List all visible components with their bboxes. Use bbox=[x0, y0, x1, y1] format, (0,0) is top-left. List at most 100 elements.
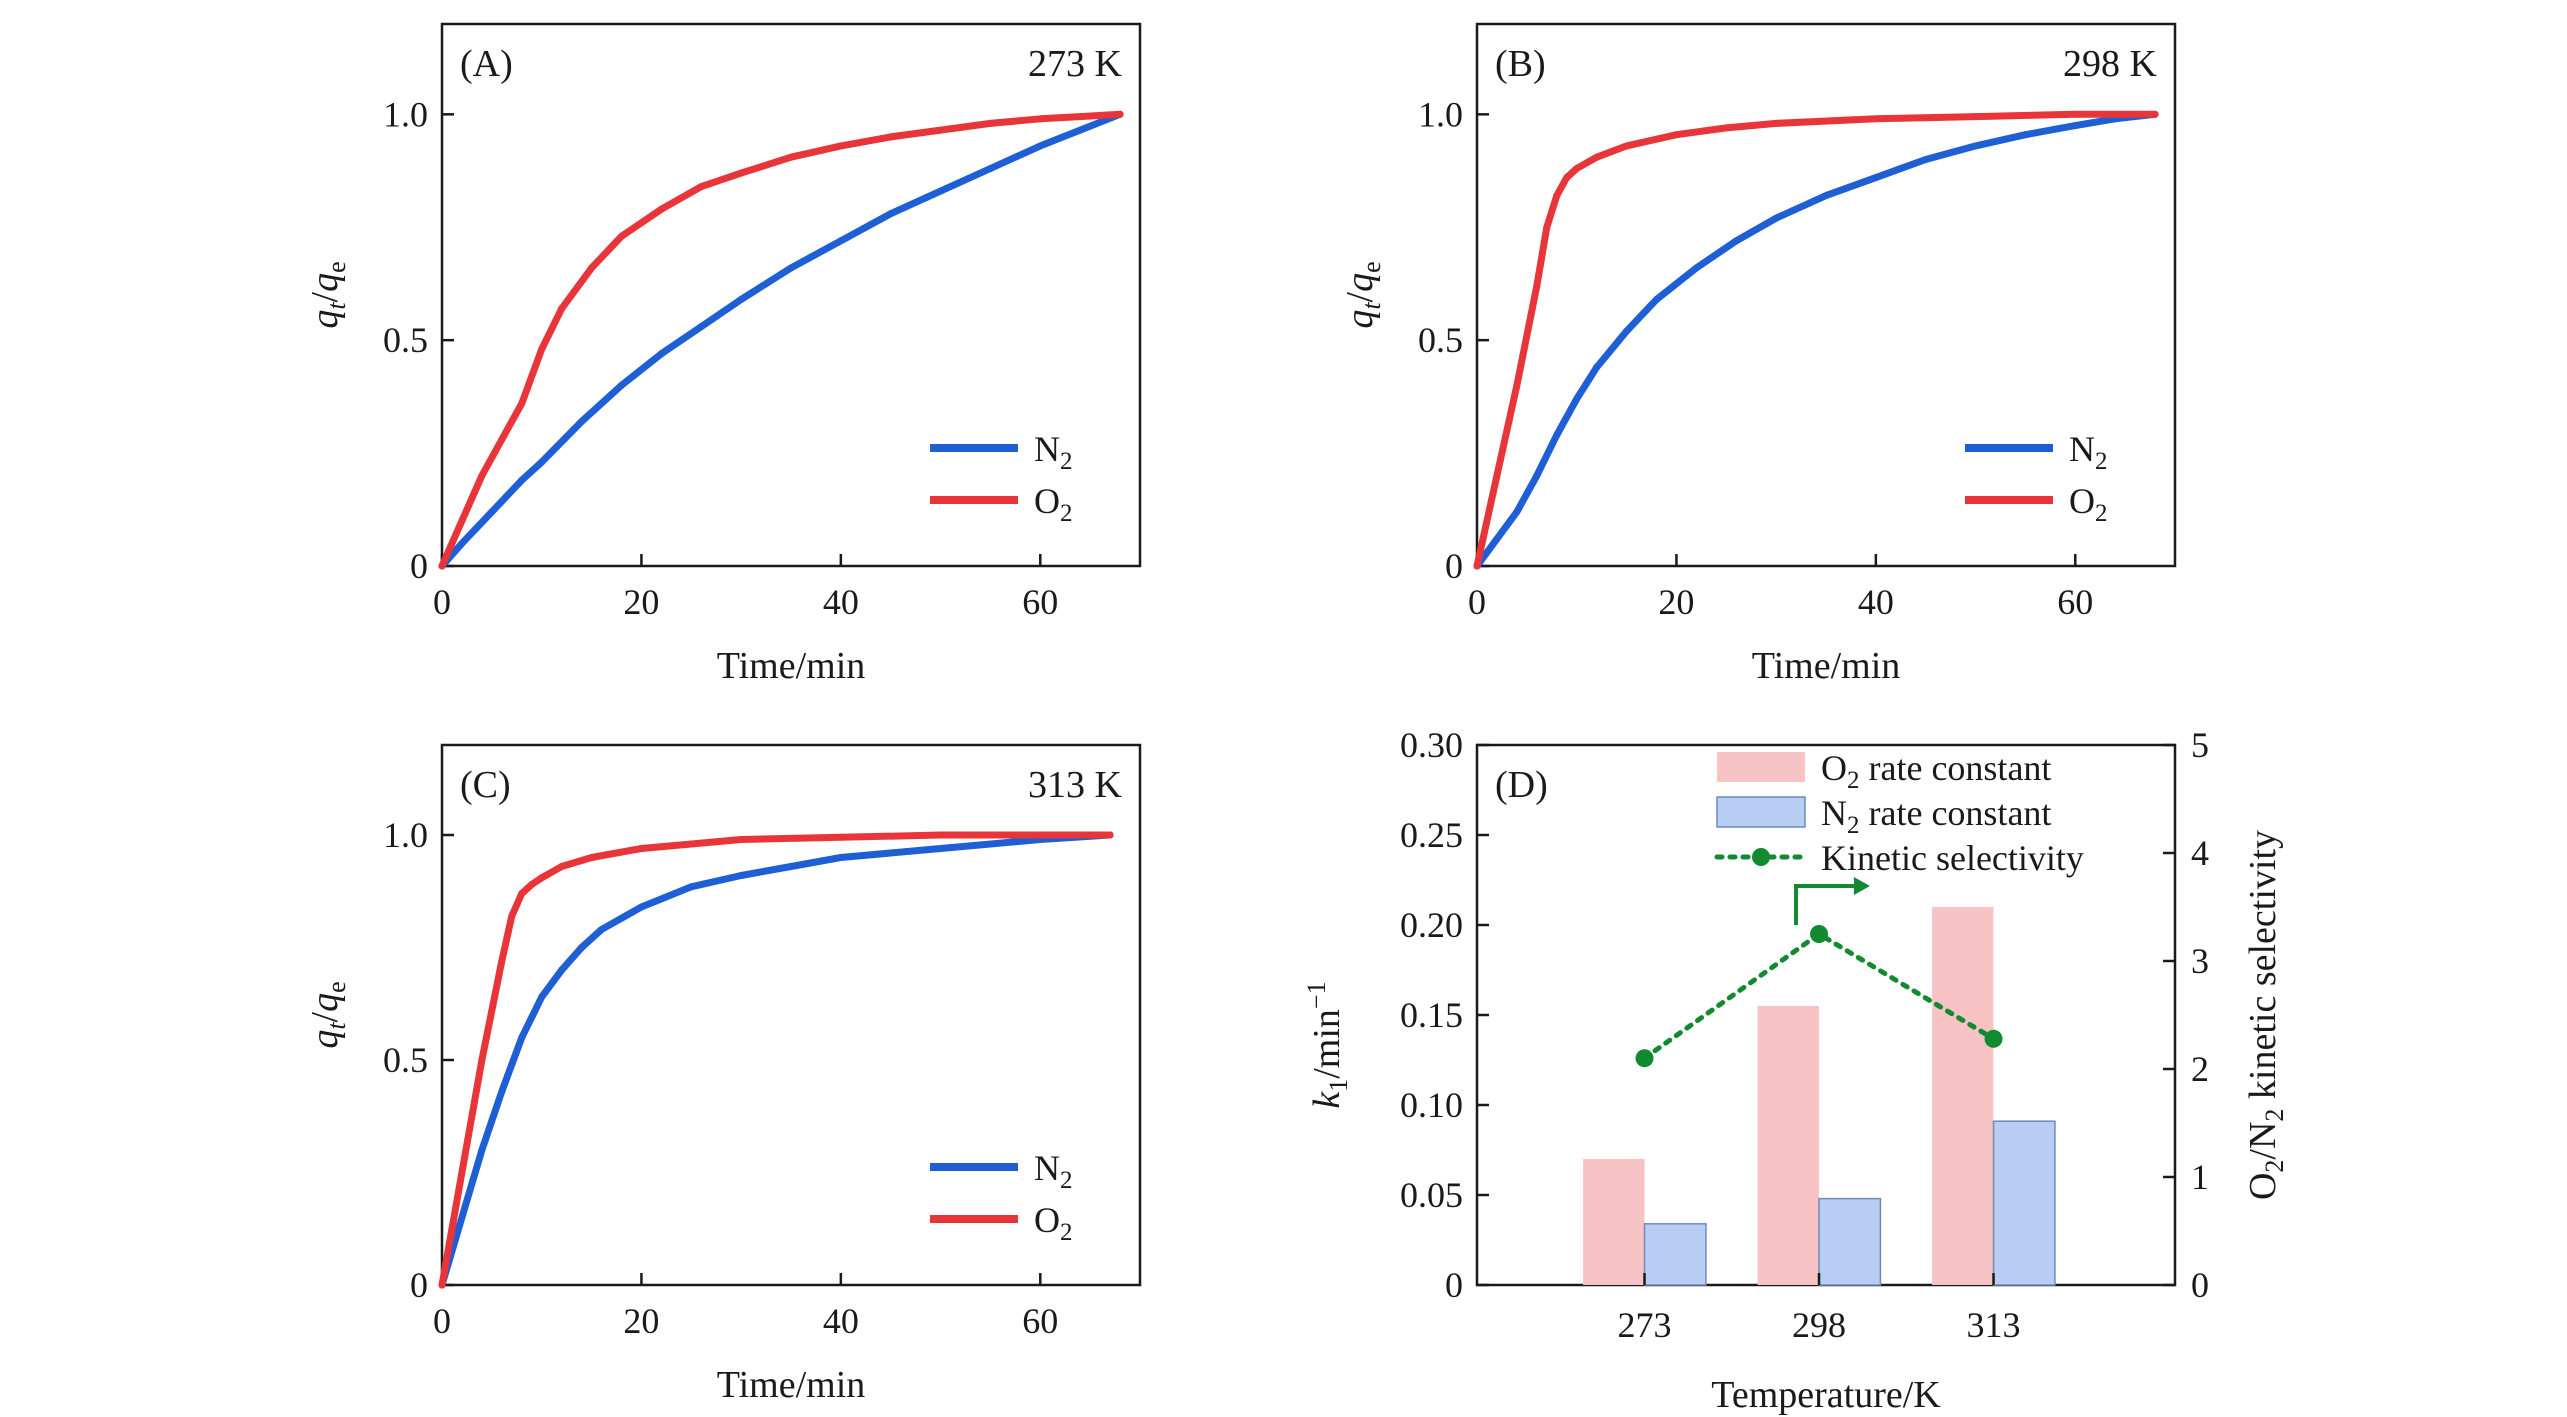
y-label-sub-e: e bbox=[322, 261, 351, 273]
legend-label-main: N bbox=[2069, 429, 2095, 469]
y-tick-label: 0.10 bbox=[1400, 1085, 1463, 1125]
y-right-label-sub-2: 2 bbox=[2260, 1109, 2289, 1122]
y-label-q: q bbox=[304, 310, 346, 329]
legend-label-sub: 2 bbox=[1060, 1219, 1073, 1246]
x-tick-label: 20 bbox=[623, 1301, 659, 1341]
x-tick-label: 0 bbox=[1468, 582, 1486, 622]
legend-label-n2: N2 bbox=[2069, 429, 2108, 475]
x-tick-label: 40 bbox=[823, 1301, 859, 1341]
data-point-n2 bbox=[737, 296, 745, 304]
legend-label-main: O bbox=[2069, 481, 2095, 521]
legend-label-sub: 2 bbox=[1847, 812, 1860, 839]
x-axis-label: Temperature/K bbox=[1711, 1374, 1941, 1416]
data-point-n2 bbox=[578, 417, 586, 425]
legend-label-sub: 2 bbox=[1060, 448, 1073, 475]
x-tick-label: 20 bbox=[1658, 582, 1694, 622]
data-point-o2 bbox=[478, 472, 486, 480]
y-right-label-rest: kinetic selectivity bbox=[2242, 830, 2284, 1109]
data-point-n2 bbox=[518, 1034, 526, 1041]
data-point-o2 bbox=[937, 831, 945, 839]
data-point-n2 bbox=[687, 883, 695, 891]
legend-label-sub: 2 bbox=[2095, 448, 2108, 475]
bar-o2-rate bbox=[1583, 1159, 1645, 1285]
legend-label-sub: 2 bbox=[2095, 500, 2108, 527]
panel-label: (A) bbox=[460, 43, 513, 85]
bar-n2-rate bbox=[1818, 1197, 1882, 1286]
data-point-n2 bbox=[1553, 431, 1561, 439]
data-point-o2 bbox=[518, 399, 526, 407]
data-point-o2 bbox=[1872, 115, 1880, 123]
data-point-n2 bbox=[637, 903, 645, 911]
y-tick-label: 0.20 bbox=[1400, 905, 1463, 945]
data-point-n2 bbox=[1573, 395, 1581, 403]
data-point-n2 bbox=[1533, 472, 1541, 480]
y-label-sub-t: t bbox=[322, 302, 351, 310]
data-point-o2 bbox=[1563, 174, 1571, 182]
data-point-n2 bbox=[1593, 363, 1601, 371]
legend-label-selectivity: Kinetic selectivity bbox=[1821, 838, 2084, 878]
data-point-n2 bbox=[1972, 142, 1980, 150]
data-point-o2 bbox=[1076, 113, 1084, 121]
x-tick-label: 0 bbox=[433, 582, 451, 622]
data-point-n2 bbox=[737, 872, 745, 879]
legend-label-rest: rate constant bbox=[1860, 748, 2052, 788]
plot-frame bbox=[1475, 22, 2177, 568]
data-point-o2 bbox=[657, 205, 665, 213]
x-tick-label: 273 bbox=[1618, 1305, 1672, 1345]
data-point-o2 bbox=[1543, 223, 1551, 231]
legend-label-main: N bbox=[1034, 429, 1060, 469]
panel-label: (C) bbox=[460, 764, 511, 806]
y-tick-label: 1.0 bbox=[383, 94, 428, 134]
data-point-n2 bbox=[1692, 264, 1700, 272]
data-point-o2 bbox=[588, 854, 596, 861]
data-point-o2 bbox=[986, 119, 994, 127]
legend-label-main: N bbox=[1034, 1148, 1060, 1188]
data-point-n2 bbox=[1623, 327, 1631, 335]
data-point-n2 bbox=[837, 854, 845, 861]
legend-label-o2: O2 bbox=[1034, 1200, 1073, 1246]
legend-label-n2: N2 bbox=[1034, 429, 1073, 475]
legend-label-n2-rate: N2 rate constant bbox=[1821, 793, 2051, 839]
plot-frame bbox=[440, 743, 1142, 1287]
y-right-tick-label: 2 bbox=[2191, 1049, 2209, 1089]
y-label-sub-t: t bbox=[322, 1022, 351, 1030]
legend-label-main: N bbox=[1821, 793, 1847, 833]
data-point-o2 bbox=[458, 517, 466, 525]
data-point-n2 bbox=[697, 323, 705, 331]
data-point-n2 bbox=[1872, 174, 1880, 182]
y-tick-label: 0 bbox=[1445, 546, 1463, 586]
x-axis-label: Time/min bbox=[1752, 645, 1901, 687]
axis-arrow-line bbox=[1793, 884, 1854, 925]
temperature-label: 313 K bbox=[1028, 764, 1123, 806]
y-right-label-sub-2: 2 bbox=[2260, 1160, 2289, 1173]
data-point-o2 bbox=[1972, 113, 1980, 121]
data-point-n2 bbox=[2071, 122, 2079, 130]
temperature-label: 298 K bbox=[2063, 43, 2158, 85]
data-point-n2 bbox=[937, 187, 945, 195]
y-tick-label: 0.5 bbox=[1418, 320, 1463, 360]
y-label-q: q bbox=[304, 1030, 346, 1049]
data-point-n2 bbox=[458, 1214, 466, 1221]
data-point-selectivity bbox=[1810, 925, 1829, 943]
legend-label-sub: 2 bbox=[1060, 1167, 1073, 1194]
axis-arrow-head bbox=[1853, 877, 1870, 895]
y-right-label-o: O bbox=[2242, 1173, 2284, 1200]
y-right-tick-label: 4 bbox=[2191, 833, 2209, 873]
data-point-selectivity bbox=[1635, 1049, 1654, 1068]
plot-frame bbox=[440, 22, 1142, 568]
y-label-sup: −1 bbox=[1302, 981, 1331, 1009]
data-point-o2 bbox=[1533, 282, 1541, 290]
y-axis-label: qt/qe bbox=[304, 261, 351, 328]
data-point-n2 bbox=[1922, 156, 1930, 163]
data-point-o2 bbox=[538, 345, 546, 353]
x-tick-label: 20 bbox=[623, 582, 659, 622]
data-point-o2 bbox=[737, 169, 745, 177]
y-label-sub-e: e bbox=[322, 981, 351, 993]
data-point-o2 bbox=[1106, 831, 1114, 839]
data-point-n2 bbox=[837, 237, 845, 245]
legend-label-main: O bbox=[1821, 748, 1847, 788]
series-line-o2 bbox=[438, 110, 1124, 570]
